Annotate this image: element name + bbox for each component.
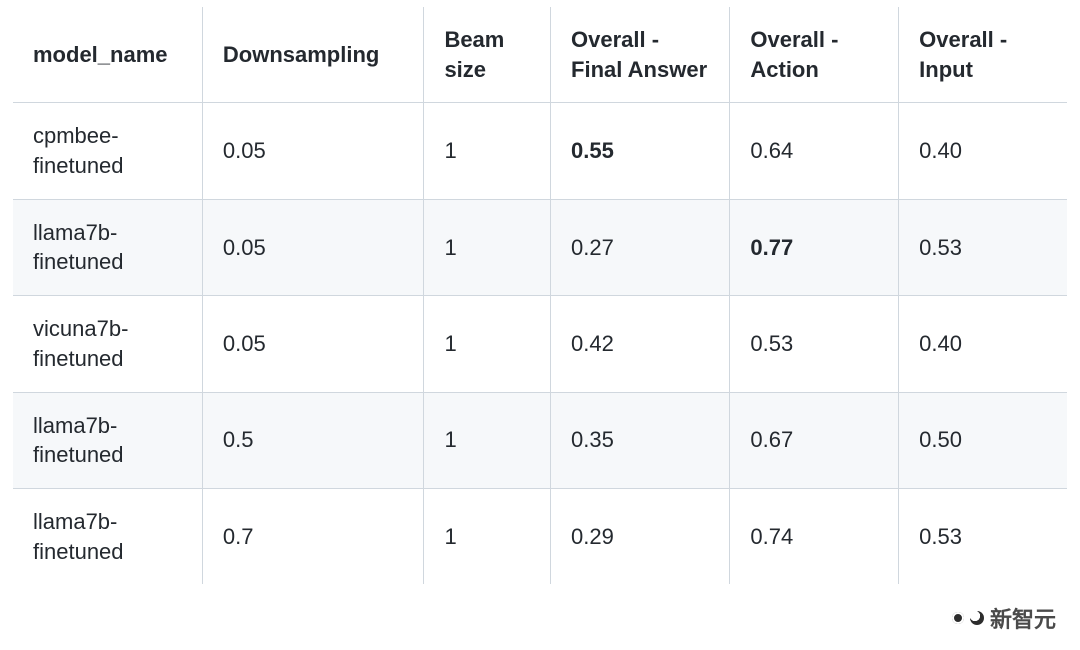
cell-action: 0.53: [730, 296, 899, 392]
cell-final-answer: 0.27: [551, 199, 730, 295]
cell-beam-size: 1: [424, 392, 551, 488]
cell-model-name: llama7b-finetuned: [13, 488, 203, 584]
table-row: llama7b-finetuned 0.5 1 0.35 0.67 0.50: [13, 392, 1068, 488]
col-downsampling: Downsampling: [202, 7, 424, 103]
watermark-crescent-icon: [970, 611, 984, 625]
cell-action: 0.74: [730, 488, 899, 584]
watermark: 新智元: [952, 602, 1056, 634]
cell-beam-size: 1: [424, 199, 551, 295]
cell-input: 0.53: [899, 199, 1068, 295]
cell-beam-size: 1: [424, 488, 551, 584]
col-model-name: model_name: [13, 7, 203, 103]
col-input: Overall - Input: [899, 7, 1068, 103]
cell-downsampling: 0.05: [202, 296, 424, 392]
table-row: llama7b-finetuned 0.7 1 0.29 0.74 0.53: [13, 488, 1068, 584]
table-row: cpmbee-finetuned 0.05 1 0.55 0.64 0.40: [13, 103, 1068, 199]
cell-final-answer: 0.55: [551, 103, 730, 199]
cell-final-answer: 0.42: [551, 296, 730, 392]
cell-action: 0.64: [730, 103, 899, 199]
table-header-row: model_name Downsampling Beam size Overal…: [13, 7, 1068, 103]
cell-final-answer: 0.29: [551, 488, 730, 584]
watermark-text: 新智元: [990, 602, 1056, 634]
cell-beam-size: 1: [424, 103, 551, 199]
cell-model-name: cpmbee-finetuned: [13, 103, 203, 199]
col-action: Overall - Action: [730, 7, 899, 103]
table-row: llama7b-finetuned 0.05 1 0.27 0.77 0.53: [13, 199, 1068, 295]
results-table: model_name Downsampling Beam size Overal…: [12, 6, 1068, 585]
cell-input: 0.40: [899, 103, 1068, 199]
watermark-dot-icon: [952, 612, 964, 624]
col-final-answer: Overall - Final Answer: [551, 7, 730, 103]
cell-downsampling: 0.7: [202, 488, 424, 584]
cell-final-answer: 0.35: [551, 392, 730, 488]
cell-input: 0.40: [899, 296, 1068, 392]
cell-input: 0.50: [899, 392, 1068, 488]
table-body: cpmbee-finetuned 0.05 1 0.55 0.64 0.40 l…: [13, 103, 1068, 585]
cell-model-name: vicuna7b-finetuned: [13, 296, 203, 392]
col-beam-size: Beam size: [424, 7, 551, 103]
cell-beam-size: 1: [424, 296, 551, 392]
cell-downsampling: 0.05: [202, 199, 424, 295]
cell-action: 0.77: [730, 199, 899, 295]
cell-model-name: llama7b-finetuned: [13, 392, 203, 488]
cell-action: 0.67: [730, 392, 899, 488]
cell-downsampling: 0.5: [202, 392, 424, 488]
cell-model-name: llama7b-finetuned: [13, 199, 203, 295]
table-row: vicuna7b-finetuned 0.05 1 0.42 0.53 0.40: [13, 296, 1068, 392]
cell-input: 0.53: [899, 488, 1068, 584]
cell-downsampling: 0.05: [202, 103, 424, 199]
